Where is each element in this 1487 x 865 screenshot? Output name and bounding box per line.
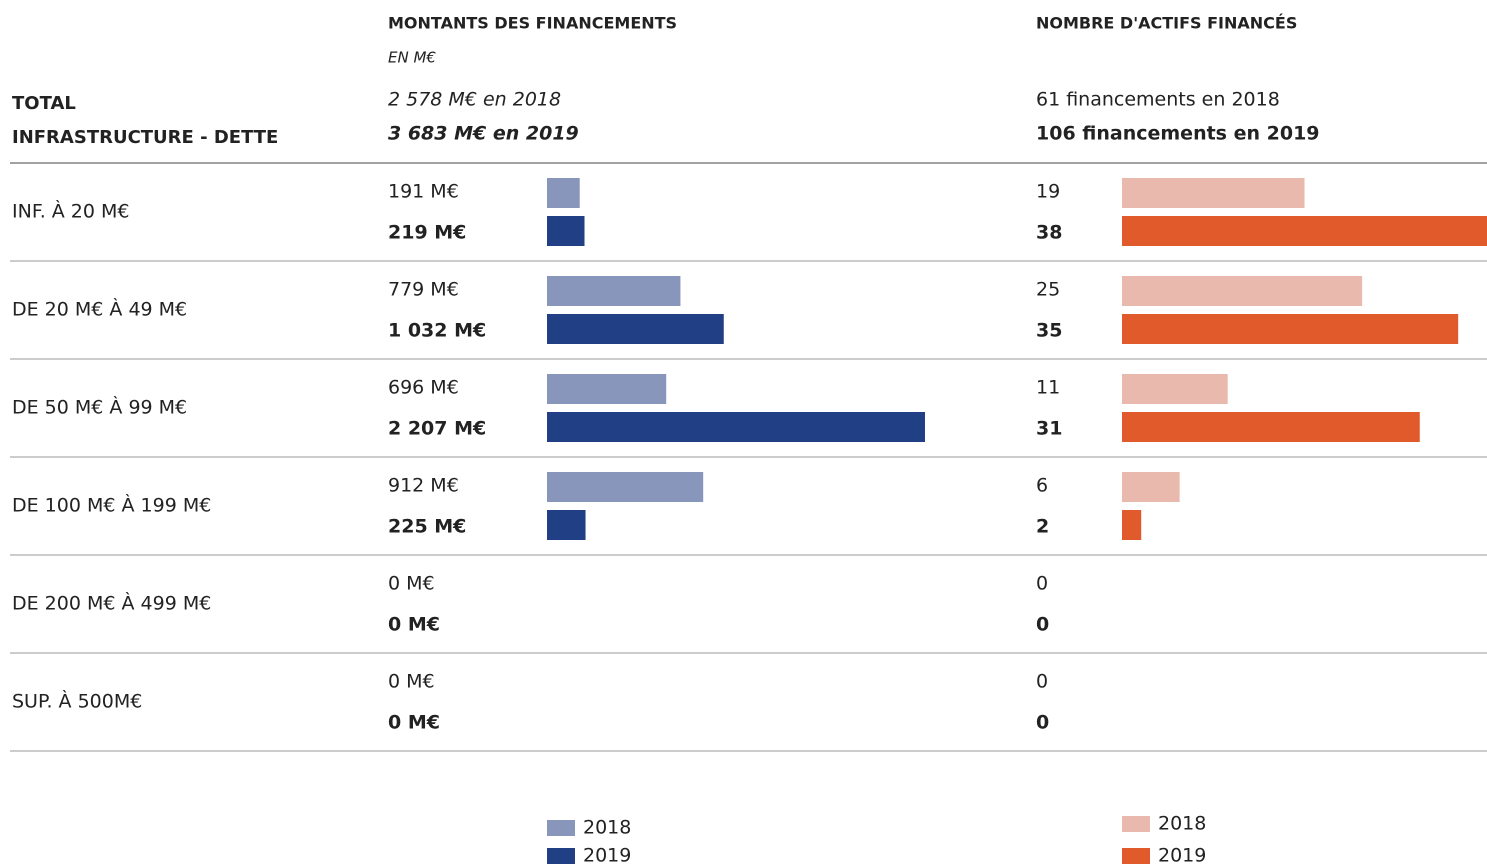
value-label: 6: [1036, 475, 1048, 497]
bar: [1122, 510, 1142, 540]
bar: [547, 314, 724, 344]
value-label: 2: [1036, 516, 1049, 538]
value-label: 25: [1036, 279, 1060, 301]
legend-swatch: [1122, 816, 1150, 832]
row-header: TOTAL: [12, 93, 76, 114]
bar: [547, 374, 667, 404]
legend-label: 2019: [583, 845, 631, 865]
value-label: 0: [1036, 671, 1048, 693]
bar: [547, 216, 585, 246]
value-label: 225 M€: [388, 516, 466, 538]
category-label: SUP. À 500M€: [12, 690, 142, 713]
chart-subtitle: EN M€: [388, 49, 436, 67]
category-label: DE 200 M€ À 499 M€: [12, 592, 211, 615]
value-label: 0: [1036, 573, 1048, 595]
value-label: 779 M€: [388, 279, 459, 301]
category-label: DE 50 M€ À 99 M€: [12, 396, 187, 419]
category-label: DE 100 M€ À 199 M€: [12, 494, 211, 517]
total: 106 financements en 2019: [1036, 123, 1320, 145]
legend-label: 2018: [1158, 813, 1206, 835]
bar: [547, 178, 580, 208]
value-label: 38: [1036, 222, 1062, 244]
category-label: DE 20 M€ À 49 M€: [12, 298, 187, 321]
legend-swatch: [547, 820, 575, 836]
value-label: 696 M€: [388, 377, 459, 399]
value-label: 0 M€: [388, 712, 440, 734]
value-label: 11: [1036, 377, 1060, 399]
bar: [547, 276, 681, 306]
value-label: 31: [1036, 418, 1062, 440]
total: 61 financements en 2018: [1036, 89, 1280, 111]
value-label: 2 207 M€: [388, 418, 486, 440]
chart-title: NOMBRE D'ACTIFS FINANCÉS: [1036, 14, 1297, 33]
bar: [1122, 216, 1487, 246]
value-label: 0 M€: [388, 614, 440, 636]
bar: [1122, 374, 1228, 404]
value-label: 35: [1036, 320, 1062, 342]
bar: [1122, 178, 1305, 208]
legend-swatch: [547, 848, 575, 864]
bar: [547, 510, 586, 540]
bar: [1122, 472, 1180, 502]
legend-label: 2018: [583, 817, 631, 839]
total: 3 683 M€ en 2019: [388, 123, 579, 145]
total: 2 578 M€ en 2018: [388, 89, 561, 111]
bar: [547, 472, 704, 502]
value-label: 0 M€: [388, 573, 435, 595]
value-label: 0: [1036, 712, 1049, 734]
value-label: 0: [1036, 614, 1049, 636]
value-label: 912 M€: [388, 475, 459, 497]
value-label: 1 032 M€: [388, 320, 486, 342]
row-header: INFRASTRUCTURE - DETTE: [12, 127, 278, 148]
value-label: 191 M€: [388, 181, 459, 203]
chart-title: MONTANTS DES FINANCEMENTS: [388, 14, 677, 33]
bar: [1122, 314, 1459, 344]
category-label: INF. À 20 M€: [12, 200, 130, 223]
bar: [1122, 412, 1420, 442]
value-label: 19: [1036, 181, 1060, 203]
value-label: 0 M€: [388, 671, 435, 693]
legend-label: 2019: [1158, 845, 1206, 865]
bar: [1122, 276, 1363, 306]
bar: [547, 412, 925, 442]
legend-swatch: [1122, 848, 1150, 864]
value-label: 219 M€: [388, 222, 466, 244]
